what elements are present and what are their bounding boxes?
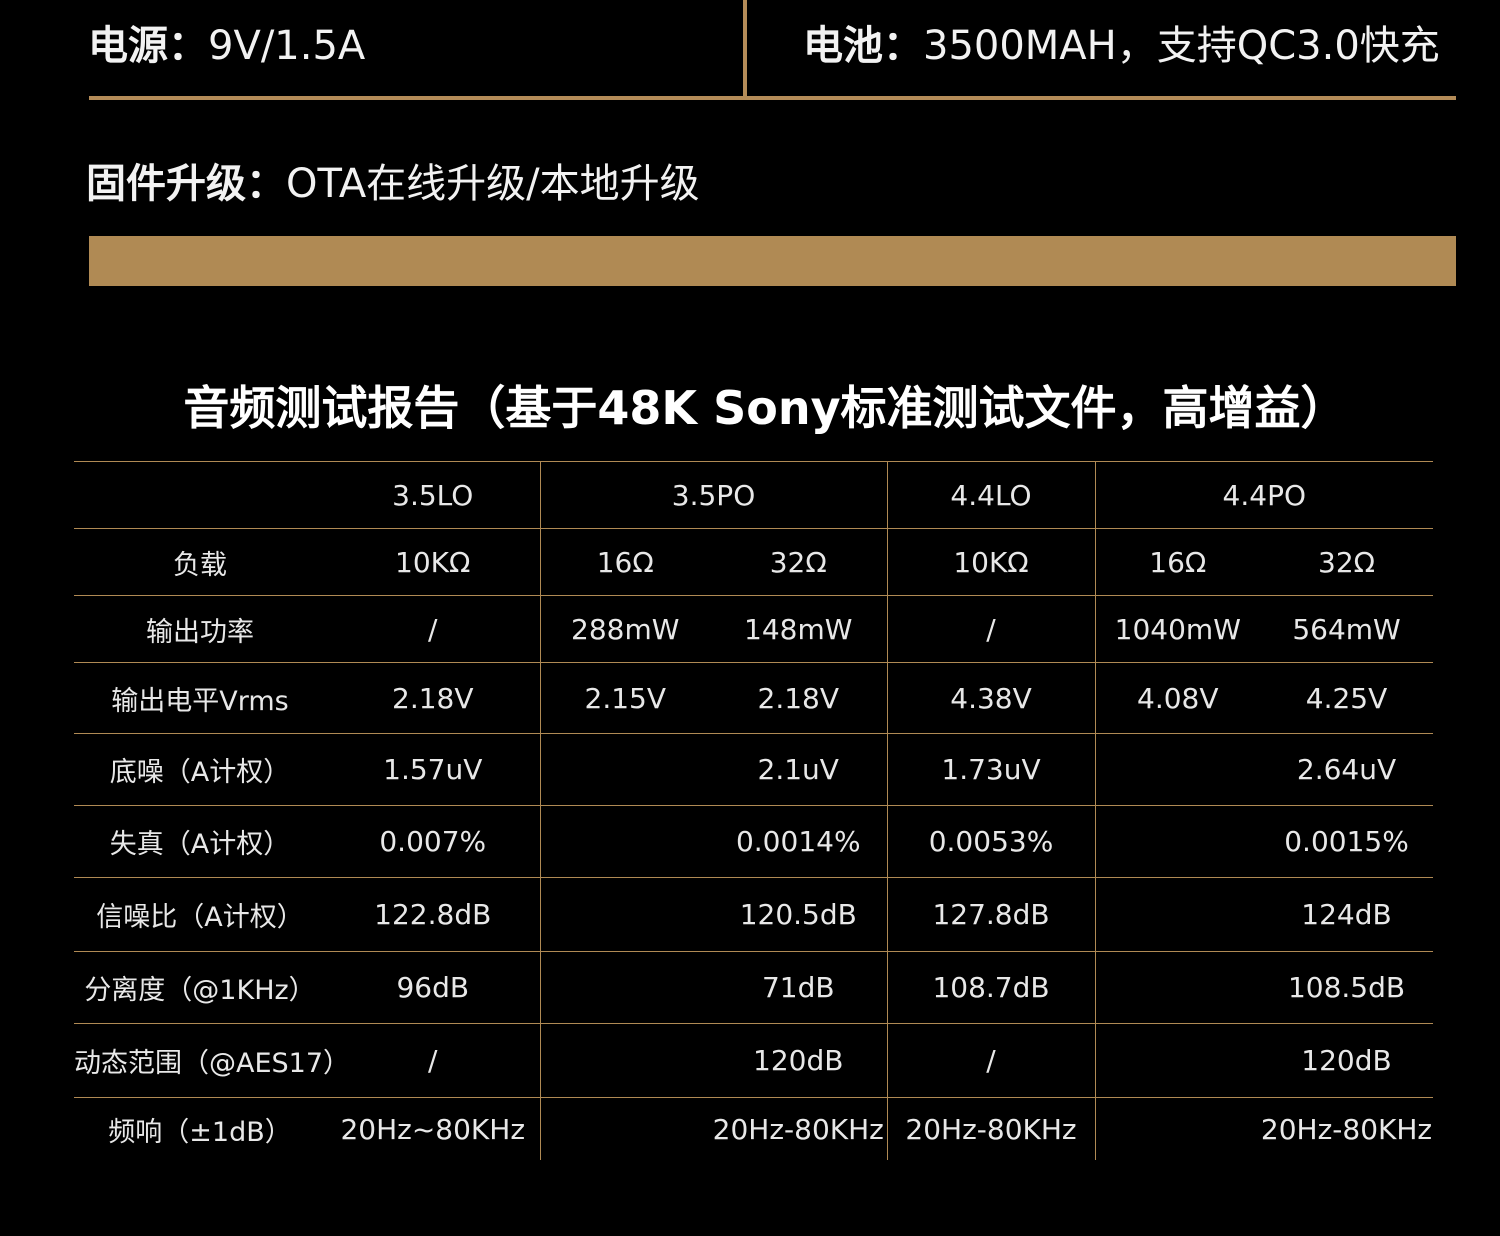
cell-3-5lo: 122.8dB <box>326 877 540 952</box>
table-row: 底噪（A计权） 1.57uV 2.1uV 1.73uV 2.64uV <box>74 733 1434 806</box>
table-row: 信噪比（A计权） 122.8dB 120.5dB 127.8dB 124dB <box>74 877 1434 952</box>
cell-3-5lo: 0.007% <box>326 805 540 878</box>
row-label: 频响（±1dB） <box>74 1097 326 1160</box>
cell-3-5lo: 20Hz~80KHz <box>326 1097 540 1160</box>
table-header-row: 3.5LO 3.5PO 4.4LO 4.4PO <box>74 461 1434 529</box>
report-title: 音频测试报告（基于48K Sony标准测试文件，高增益） <box>183 381 1347 435</box>
cell-3-5po: 71dB <box>710 951 888 1024</box>
table-row: 负载 10KΩ 16Ω 32Ω 10KΩ 16Ω 32Ω <box>74 528 1434 596</box>
row-label: 信噪比（A计权） <box>74 877 326 952</box>
cell-3-5po-empty <box>539 805 710 878</box>
spec-power: 电源：9V/1.5A <box>88 22 365 70</box>
spec-divider-vertical <box>743 0 747 98</box>
cell-4-4po-empty <box>1094 733 1261 806</box>
cell-4-4po-empty <box>1094 1023 1261 1098</box>
cell-3-5po-empty <box>539 877 710 952</box>
row-label: 失真（A计权） <box>74 805 326 878</box>
cell-3-5po-16: 2.15V <box>539 662 710 734</box>
row-label: 动态范围（@AES17） <box>74 1023 350 1098</box>
accent-bar <box>89 236 1456 286</box>
cell-3-5po-32: 2.18V <box>710 662 888 734</box>
row-label: 输出电平Vrms <box>74 662 326 734</box>
cell-4-4po: 2.64uV <box>1260 733 1434 806</box>
cell-4-4lo: 108.7dB <box>886 951 1096 1024</box>
spec-firmware: 固件升级：OTA在线升级/本地升级 <box>86 160 700 208</box>
cell-3-5po-32: 32Ω <box>710 528 888 596</box>
spec-firmware-value: OTA在线升级/本地升级 <box>286 161 700 207</box>
cell-3-5po: 120.5dB <box>710 877 888 952</box>
spec-battery: 电池：3500MAH，支持QC3.0快充 <box>803 22 1440 70</box>
cell-4-4lo: 4.38V <box>886 662 1096 734</box>
col-header-4-4lo: 4.4LO <box>886 461 1096 529</box>
cell-4-4lo: 1.73uV <box>886 733 1096 806</box>
cell-4-4po-empty <box>1094 951 1261 1024</box>
cell-4-4po: 20Hz-80KHz <box>1260 1097 1434 1160</box>
cell-4-4lo: 127.8dB <box>886 877 1096 952</box>
col-header-3-5lo: 3.5LO <box>326 461 540 529</box>
spec-battery-label: 电池： <box>803 23 923 69</box>
cell-4-4po-16: 1040mW <box>1094 595 1261 663</box>
cell-3-5po-empty <box>539 1097 710 1160</box>
cell-3-5po-16: 16Ω <box>539 528 710 596</box>
cell-3-5po: 0.0014% <box>710 805 888 878</box>
cell-4-4po-empty <box>1094 877 1261 952</box>
spec-battery-value: 3500MAH，支持QC3.0快充 <box>923 23 1440 69</box>
audio-test-table: 3.5LO 3.5PO 4.4LO 4.4PO 负载 10KΩ 16Ω 32Ω … <box>74 461 1434 1160</box>
spec-power-label: 电源： <box>88 23 208 69</box>
cell-4-4po-empty <box>1094 805 1261 878</box>
col-header-4-4po: 4.4PO <box>1094 461 1434 529</box>
cell-4-4lo: / <box>886 1023 1096 1098</box>
cell-4-4lo: 10KΩ <box>886 528 1096 596</box>
table-row: 失真（A计权） 0.007% 0.0014% 0.0053% 0.0015% <box>74 805 1434 878</box>
col-header-3-5po: 3.5PO <box>539 461 888 529</box>
cell-3-5po-empty <box>539 951 710 1024</box>
cell-3-5po-empty <box>539 733 710 806</box>
cell-4-4po-16: 4.08V <box>1094 662 1261 734</box>
cell-3-5po: 2.1uV <box>710 733 888 806</box>
spec-power-value: 9V/1.5A <box>208 23 366 69</box>
row-label: 负载 <box>74 528 326 596</box>
cell-4-4po-empty <box>1094 1097 1261 1160</box>
cell-3-5lo: / <box>326 1023 540 1098</box>
row-label: 底噪（A计权） <box>74 733 326 806</box>
table-row: 分离度（@1KHz） 96dB 71dB 108.7dB 108.5dB <box>74 951 1434 1024</box>
table-row: 输出功率 / 288mW 148mW / 1040mW 564mW <box>74 595 1434 663</box>
table-row: 动态范围（@AES17） / 120dB / 120dB <box>74 1023 1434 1098</box>
cell-3-5lo: 1.57uV <box>326 733 540 806</box>
cell-4-4po-32: 564mW <box>1260 595 1434 663</box>
cell-4-4po: 108.5dB <box>1260 951 1434 1024</box>
cell-3-5po: 120dB <box>710 1023 888 1098</box>
cell-4-4po-32: 4.25V <box>1260 662 1434 734</box>
cell-3-5lo: 10KΩ <box>326 528 540 596</box>
row-label: 输出功率 <box>74 595 326 663</box>
cell-3-5lo: 96dB <box>326 951 540 1024</box>
cell-4-4po-32: 32Ω <box>1260 528 1434 596</box>
cell-4-4po: 0.0015% <box>1260 805 1434 878</box>
cell-4-4lo: 20Hz-80KHz <box>886 1097 1096 1160</box>
cell-4-4lo: 0.0053% <box>886 805 1096 878</box>
row-label: 分离度（@1KHz） <box>74 951 326 1024</box>
cell-4-4po: 120dB <box>1260 1023 1434 1098</box>
table-row: 频响（±1dB） 20Hz~80KHz 20Hz-80KHz 20Hz-80KH… <box>74 1097 1434 1160</box>
cell-3-5po-empty <box>539 1023 710 1098</box>
cell-3-5lo: / <box>326 595 540 663</box>
table-row: 输出电平Vrms 2.18V 2.15V 2.18V 4.38V 4.08V 4… <box>74 662 1434 734</box>
cell-3-5po-32: 148mW <box>710 595 888 663</box>
cell-4-4lo: / <box>886 595 1096 663</box>
header-empty-cell <box>74 461 326 529</box>
cell-3-5lo: 2.18V <box>326 662 540 734</box>
cell-4-4po: 124dB <box>1260 877 1434 952</box>
spec-divider-horizontal <box>89 96 1456 100</box>
cell-3-5po-16: 288mW <box>539 595 710 663</box>
cell-3-5po: 20Hz-80KHz <box>710 1097 888 1160</box>
cell-4-4po-16: 16Ω <box>1094 528 1261 596</box>
spec-firmware-label: 固件升级： <box>86 161 286 207</box>
